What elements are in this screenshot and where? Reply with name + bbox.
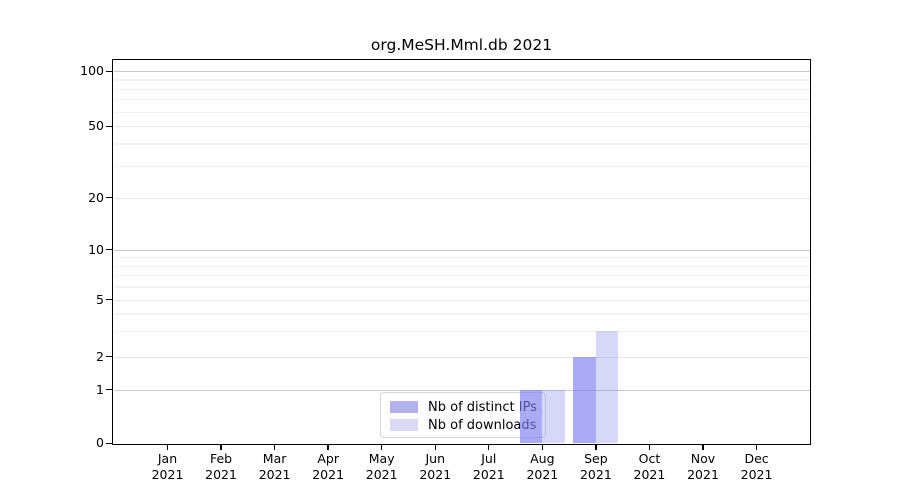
year-label: 2021: [687, 467, 719, 482]
x-axis-tick: [166, 445, 169, 450]
year-label: 2021: [579, 467, 612, 482]
year-label: 2021: [365, 467, 398, 482]
y-axis-tick-label: 100: [80, 63, 104, 78]
legend-label: Nb of distinct IPs: [428, 399, 537, 415]
x-axis-tick: [273, 445, 276, 450]
x-axis-tick: [755, 445, 758, 450]
month-label: Aug: [530, 451, 555, 466]
chart-title: org.MeSH.Mml.db 2021: [370, 36, 553, 54]
y-axis-tick-label: 2: [96, 348, 104, 364]
month-label: Feb: [209, 451, 233, 466]
x-axis-tick-label: Aug 2021: [512, 451, 572, 483]
legend-item: Nb of distinct IPs: [390, 398, 537, 416]
month-label: Oct: [638, 451, 661, 466]
y-major-gridline: [114, 356, 810, 358]
y-axis-tick: [106, 389, 112, 391]
month-label: Jul: [481, 451, 497, 466]
x-axis-tick-label: Feb 2021: [191, 451, 251, 483]
y-axis-tick-label: 10: [88, 241, 104, 257]
y-axis-tick-label: 0: [96, 435, 104, 451]
y-axis-tick: [106, 70, 112, 72]
x-axis-tick-label: Apr 2021: [298, 451, 358, 483]
year-label: 2021: [419, 467, 452, 482]
bar-downloads-aug: [542, 389, 565, 444]
month-label: Dec: [744, 451, 769, 466]
month-label: Jan: [157, 451, 178, 466]
month-label: Mar: [262, 451, 287, 466]
plot-area-frame: [112, 59, 811, 445]
y-major-gridline: [114, 249, 810, 251]
x-axis-tick-label: Mar 2021: [245, 451, 305, 483]
bar-downloads-sep: [595, 331, 619, 444]
y-axis-tick: [106, 299, 112, 301]
x-axis-tick-label: Jan 2021: [138, 451, 198, 483]
x-axis-tick-label: Jun 2021: [405, 451, 465, 483]
y-minor-gridline: [114, 265, 810, 267]
year-label: 2021: [633, 467, 666, 482]
year-label: 2021: [205, 467, 237, 482]
year-label: 2021: [526, 467, 559, 482]
y-minor-gridline: [114, 88, 810, 90]
month-label: Sep: [584, 451, 608, 466]
y-minor-gridline: [114, 331, 810, 333]
y-axis-tick: [106, 125, 112, 127]
y-minor-gridline: [114, 99, 810, 101]
y-major-gridline: [114, 126, 810, 128]
year-label: 2021: [151, 467, 184, 482]
y-minor-gridline: [114, 286, 810, 288]
year-label: 2021: [258, 467, 291, 482]
month-label: May: [368, 451, 395, 466]
legend-swatch-icon: [390, 401, 418, 413]
month-label: Apr: [317, 451, 339, 466]
year-label: 2021: [740, 467, 773, 482]
legend: Nb of distinct IPs Nb of downloads: [380, 392, 546, 438]
y-axis-tick: [106, 356, 112, 358]
y-minor-gridline: [114, 257, 810, 259]
bar-distinct-ips-aug: [519, 389, 543, 444]
y-axis-tick: [106, 197, 112, 199]
legend-label: Nb of downloads: [428, 417, 537, 433]
x-axis-tick: [220, 445, 222, 450]
x-axis-tick: [648, 445, 651, 450]
year-label: 2021: [312, 467, 345, 482]
x-axis-tick: [381, 445, 383, 450]
y-axis-tick: [106, 249, 112, 251]
legend-swatch-icon: [390, 419, 418, 431]
x-axis-tick-label: Jul 2021: [459, 451, 519, 483]
y-major-gridline: [114, 389, 810, 391]
x-axis-tick-label: Sep 2021: [566, 451, 626, 483]
y-axis-tick-label: 50: [88, 118, 104, 133]
bar-distinct-ips-sep: [573, 356, 596, 444]
legend-item: Nb of downloads: [390, 416, 537, 434]
year-label: 2021: [472, 467, 505, 482]
y-major-gridline: [114, 299, 810, 301]
x-axis-tick: [595, 445, 597, 450]
y-axis-tick: [106, 442, 112, 445]
month-label: Jun: [425, 451, 446, 466]
y-axis-tick-label: 5: [96, 291, 104, 307]
y-minor-gridline: [114, 79, 810, 81]
x-axis-tick-label: Dec 2021: [727, 451, 787, 483]
x-axis-tick-label: Nov 2021: [673, 451, 733, 483]
y-minor-gridline: [114, 275, 810, 277]
x-axis-tick: [488, 445, 490, 450]
y-minor-gridline: [114, 143, 810, 145]
x-axis-tick-label: May 2021: [352, 451, 412, 483]
x-axis-tick: [327, 445, 329, 450]
x-axis-tick-label: Oct 2021: [619, 451, 679, 483]
y-axis-tick-label: 1: [96, 381, 104, 397]
y-axis-tick-label: 20: [88, 189, 104, 205]
y-major-gridline: [114, 71, 810, 73]
y-minor-gridline: [114, 111, 810, 113]
x-axis-tick: [702, 445, 704, 450]
y-major-gridline: [114, 197, 810, 199]
y-minor-gridline: [114, 313, 810, 315]
month-label: Nov: [690, 451, 716, 466]
x-axis-tick: [541, 445, 544, 450]
y-minor-gridline: [114, 165, 810, 168]
x-axis-tick: [434, 445, 436, 450]
